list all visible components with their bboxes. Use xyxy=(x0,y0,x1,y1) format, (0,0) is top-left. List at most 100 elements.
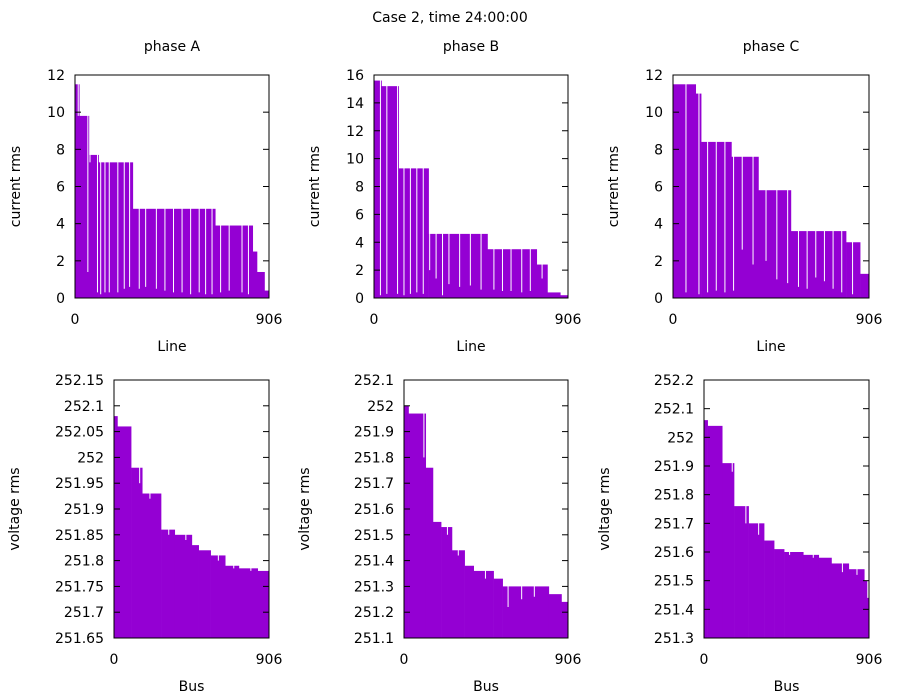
x-axis-label: Line xyxy=(157,339,186,355)
x-tick-label: 0 xyxy=(110,652,119,668)
y-tick-label: 16 xyxy=(346,68,364,84)
y-tick-label: 0 xyxy=(355,291,364,307)
bar xyxy=(860,273,870,298)
x-tick-label: 906 xyxy=(256,312,283,328)
x-tick-label: 0 xyxy=(370,312,379,328)
y-tick-label: 251.7 xyxy=(654,516,694,532)
y-tick-label: 251.7 xyxy=(64,605,104,621)
y-tick-label: 251.1 xyxy=(354,631,394,647)
y-tick-label: 6 xyxy=(56,180,65,196)
chart-panel-1: 0 2 4 6 8 10 12 0 906 phase A Line current rms xyxy=(8,39,282,355)
y-tick-label: 6 xyxy=(654,180,663,196)
bar xyxy=(432,521,442,638)
bar xyxy=(451,550,465,638)
x-axis-label: Line xyxy=(456,339,485,355)
bar xyxy=(774,549,785,638)
y-tick-label: 8 xyxy=(56,142,65,158)
bar xyxy=(848,569,865,638)
bar xyxy=(561,601,569,638)
bar xyxy=(473,570,494,638)
bar xyxy=(704,420,708,638)
bar xyxy=(707,425,723,638)
x-tick-label: 0 xyxy=(669,312,678,328)
bar xyxy=(866,597,870,638)
y-tick-label: 252.05 xyxy=(55,425,104,441)
x-tick-label: 0 xyxy=(700,652,709,668)
y-tick-label: 2 xyxy=(56,254,65,270)
bar xyxy=(114,416,118,638)
y-tick-label: 10 xyxy=(47,105,65,121)
y-tick-label: 2 xyxy=(654,254,663,270)
bar xyxy=(88,154,99,298)
y-tick-label: 251.6 xyxy=(654,545,694,561)
y-tick-label: 251.4 xyxy=(354,554,394,570)
y-axis-label: current rms xyxy=(606,146,622,227)
y-tick-label: 4 xyxy=(654,217,663,233)
bar xyxy=(502,586,550,638)
y-tick-label: 251.6 xyxy=(354,502,394,518)
bar xyxy=(722,463,735,638)
y-tick-label: 251.8 xyxy=(354,450,394,466)
y-tick-label: 251.9 xyxy=(64,502,104,518)
y-tick-label: 4 xyxy=(56,217,65,233)
x-tick-label: 906 xyxy=(256,652,283,668)
bar xyxy=(75,84,80,299)
y-tick-label: 251.85 xyxy=(55,528,104,544)
x-axis-label: Bus xyxy=(774,679,800,695)
bar xyxy=(117,426,132,638)
bar xyxy=(748,523,765,638)
bar xyxy=(673,84,697,299)
bar xyxy=(731,156,759,298)
y-tick-label: 251.9 xyxy=(654,459,694,475)
bar xyxy=(547,292,561,298)
bar xyxy=(404,405,409,638)
y-tick-label: 8 xyxy=(355,180,364,196)
panel-title: phase C xyxy=(743,39,800,55)
chart-panel-3: 0 2 4 6 8 10 12 0 906 phase C Line current rms xyxy=(606,39,882,355)
panel-title: phase B xyxy=(443,39,499,55)
x-axis-label: Line xyxy=(756,339,785,355)
chart-panel-6: 251.3 251.4 251.5 251.6 251.7 251.8 251.9 252 25… xyxy=(597,373,882,695)
y-tick-label: 12 xyxy=(645,68,663,84)
y-tick-label: 252.1 xyxy=(654,402,694,418)
bar xyxy=(225,565,240,638)
bar xyxy=(493,578,503,638)
chart-panel-4: 251.65 251.7 251.75 251.8 251.85 251.9 251.95 2… xyxy=(7,373,282,695)
y-tick-label: 251.95 xyxy=(55,476,104,492)
x-axis-label: Bus xyxy=(179,679,205,695)
bar xyxy=(374,80,382,298)
y-tick-label: 252 xyxy=(667,430,694,446)
y-tick-label: 252.15 xyxy=(55,373,104,389)
bar xyxy=(441,527,453,638)
bar xyxy=(210,555,226,638)
bar xyxy=(536,264,548,298)
x-tick-label: 906 xyxy=(555,652,582,668)
bar xyxy=(252,251,258,298)
bar xyxy=(487,249,538,298)
y-tick-label: 12 xyxy=(47,68,65,84)
bar xyxy=(790,231,847,298)
y-tick-label: 251.65 xyxy=(55,631,104,647)
bar xyxy=(264,290,270,298)
y-tick-label: 2 xyxy=(355,263,364,279)
y-tick-label: 252.1 xyxy=(354,373,394,389)
bar xyxy=(560,295,569,298)
bar xyxy=(131,467,143,638)
bar xyxy=(257,271,265,298)
y-tick-label: 12 xyxy=(346,124,364,140)
y-tick-label: 10 xyxy=(346,152,364,168)
y-tick-label: 251.3 xyxy=(654,631,694,647)
figure-title: Case 2, time 24:00:00 xyxy=(372,10,527,26)
y-tick-label: 4 xyxy=(355,235,364,251)
chart-panel-2: 0 2 4 6 8 10 12 14 16 0 906 phase B Line current rms xyxy=(307,39,581,355)
y-tick-label: 251.5 xyxy=(354,528,394,544)
y-axis-label: voltage rms xyxy=(297,467,313,550)
y-tick-label: 0 xyxy=(56,291,65,307)
y-tick-label: 251.7 xyxy=(354,476,394,492)
y-tick-label: 252.1 xyxy=(64,399,104,415)
y-tick-label: 251.8 xyxy=(64,554,104,570)
y-tick-label: 251.5 xyxy=(654,574,694,590)
bar xyxy=(132,208,216,298)
bar xyxy=(257,570,270,638)
